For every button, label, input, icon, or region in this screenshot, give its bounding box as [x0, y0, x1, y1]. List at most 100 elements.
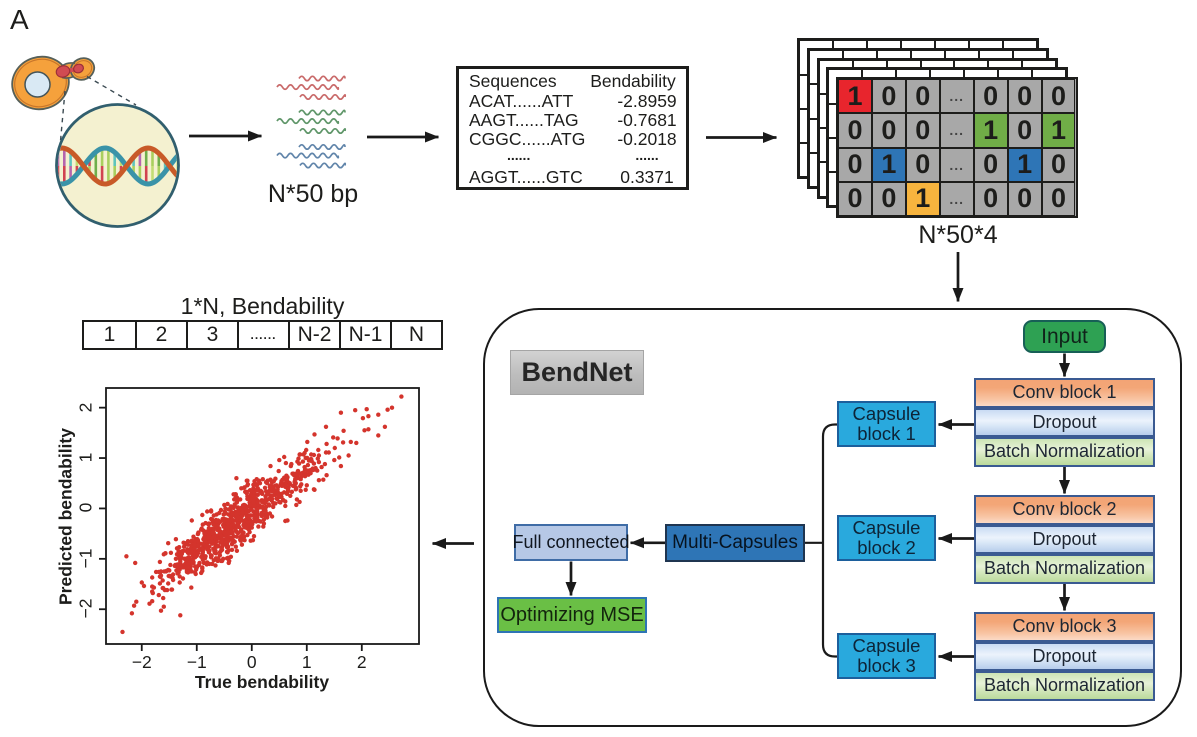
dna-helix-icon	[55, 103, 180, 228]
y-axis-label: Predicted bendability	[55, 428, 76, 605]
onehot-front-layer: 1 0 0... 0 0 0 0 0 0... 1 0 1 0 1 0... 0 1 0 0 0 1... 0 0 0	[836, 77, 1078, 218]
x-tick-label: 0	[246, 652, 257, 672]
conv-block-2: Conv block 2	[974, 495, 1155, 525]
full-connected-node: Full connected	[512, 524, 630, 561]
array-cell: 2	[135, 322, 186, 348]
capsule-block-3: Capsule block 3	[837, 633, 936, 679]
onehot-cell: 0	[905, 113, 940, 148]
y-tick-label: 0	[75, 503, 96, 513]
array-cell: N-1	[339, 322, 390, 348]
array-cell: N-2	[288, 322, 339, 348]
onehot-cell: 0	[1041, 79, 1076, 114]
batch-normalization-3: Batch Normalization	[974, 671, 1155, 701]
yeast-cell-icon	[11, 55, 96, 111]
x-tick-label: −2	[131, 652, 152, 672]
output-array-title: 1*N, Bendability	[180, 293, 345, 319]
scatter-plot	[99, 387, 420, 651]
array-cell: ......	[237, 322, 288, 348]
conv-stack-1: Conv block 1 Dropout Batch Normalization	[974, 378, 1155, 467]
onehot-cell: 0	[1041, 181, 1076, 216]
onehot-cell: 0	[838, 113, 872, 148]
x-axis-label: True bendability	[194, 672, 330, 692]
dropout-3: Dropout	[974, 641, 1155, 671]
table-row-dots: ......	[635, 147, 659, 163]
conv-stack-2: Conv block 2 Dropout Batch Normalization	[974, 495, 1155, 584]
array-cell: 1	[103, 323, 116, 346]
x-tick-label: 1	[301, 652, 312, 672]
table-cell-sequence: AAGT......TAG	[469, 110, 579, 130]
onehot-cell: 0	[871, 113, 906, 148]
bendnet-container	[483, 308, 1182, 727]
nucleus-icon	[24, 71, 51, 98]
y-tick-label: −1	[75, 548, 96, 569]
conv-stack-3: Conv block 3 Dropout Batch Normalization	[974, 612, 1155, 701]
zoom-dashed-lines	[59, 75, 137, 142]
batch-normalization-1: Batch Normalization	[974, 437, 1155, 467]
multi-capsules-node: Multi-Capsules	[665, 524, 805, 562]
panel-label: A	[10, 4, 30, 35]
helix-strand-orange	[58, 145, 177, 187]
onehot-dims-label: N*50*4	[918, 221, 998, 249]
onehot-cell: ...	[939, 113, 974, 148]
col-header-sequences: Sequences	[469, 71, 557, 91]
onehot-cell: 0	[973, 181, 1008, 216]
x-tick-label: −1	[186, 652, 207, 672]
onehot-cell: 0	[871, 79, 906, 114]
onehot-cell: 0	[871, 181, 906, 216]
batch-normalization-2: Batch Normalization	[974, 554, 1155, 584]
capsule-block-2: Capsule block 2	[837, 515, 936, 561]
onehot-cell: ...	[939, 147, 974, 182]
table-cell-sequence: AGGT......GTC	[469, 167, 583, 187]
table-cell-sequence: ACAT......ATT	[469, 91, 574, 111]
onehot-cell: 0	[1007, 113, 1042, 148]
onehot-cell: 1	[838, 79, 872, 114]
read-group	[276, 109, 347, 135]
table-cell-bendability: -0.7681	[617, 110, 677, 130]
input-node: Input	[1023, 320, 1106, 353]
onehot-cell: 0	[1041, 147, 1076, 182]
capsule-block-1: Capsule block 1	[837, 401, 936, 447]
onehot-cell: 0	[838, 147, 872, 182]
onehot-cell: ...	[939, 79, 974, 114]
dropout-2: Dropout	[974, 524, 1155, 554]
onehot-cell: 0	[1007, 181, 1042, 216]
x-tick-label: 2	[356, 652, 367, 672]
onehot-cell: 1	[1007, 147, 1042, 182]
dividing-nucleus-icon	[55, 63, 84, 78]
col-header-bendability: Bendability	[590, 71, 676, 91]
bendnet-title: BendNet	[510, 350, 644, 395]
onehot-cell: 1	[905, 181, 940, 216]
sequence-table: Sequences Bendability ACAT......ATT -2.8959…	[456, 66, 689, 190]
dropout-1: Dropout	[974, 407, 1155, 437]
scatter-points	[120, 394, 404, 635]
read-group	[276, 143, 347, 169]
capsule-bracket	[804, 423, 837, 658]
y-tick-label: 2	[75, 402, 96, 413]
onehot-cell: 0	[905, 147, 940, 182]
conv-block-3: Conv block 3	[974, 612, 1155, 642]
onehot-cell: ...	[939, 181, 974, 216]
read-group	[276, 75, 347, 101]
table-row-dots: ......	[507, 147, 531, 163]
flow-arrows	[189, 130, 1070, 662]
onehot-cell: 0	[838, 181, 872, 216]
y-tick-label: 1	[75, 452, 96, 463]
table-cell-bendability: 0.3371	[620, 167, 674, 187]
table-cell-bendability: -2.8959	[617, 91, 677, 111]
conv-block-1: Conv block 1	[974, 378, 1155, 408]
optimizing-mse-node: Optimizing MSE	[497, 597, 647, 633]
table-cell-sequence: CGGC......ATG	[469, 129, 586, 149]
onehot-cell: 0	[973, 79, 1008, 114]
table-cell-bendability: -0.2018	[617, 129, 677, 149]
output-array: 1 2 3...... N-2 N-1 N	[82, 320, 443, 350]
axis-ticks	[99, 406, 363, 651]
onehot-cell: 1	[871, 147, 906, 182]
onehot-cell: 1	[973, 113, 1008, 148]
array-cell: 3	[186, 322, 237, 348]
reads-count-label: N*50 bp	[267, 180, 359, 208]
onehot-cell: 0	[1007, 79, 1042, 114]
onehot-cell: 0	[973, 147, 1008, 182]
onehot-cell: 1	[1041, 113, 1076, 148]
